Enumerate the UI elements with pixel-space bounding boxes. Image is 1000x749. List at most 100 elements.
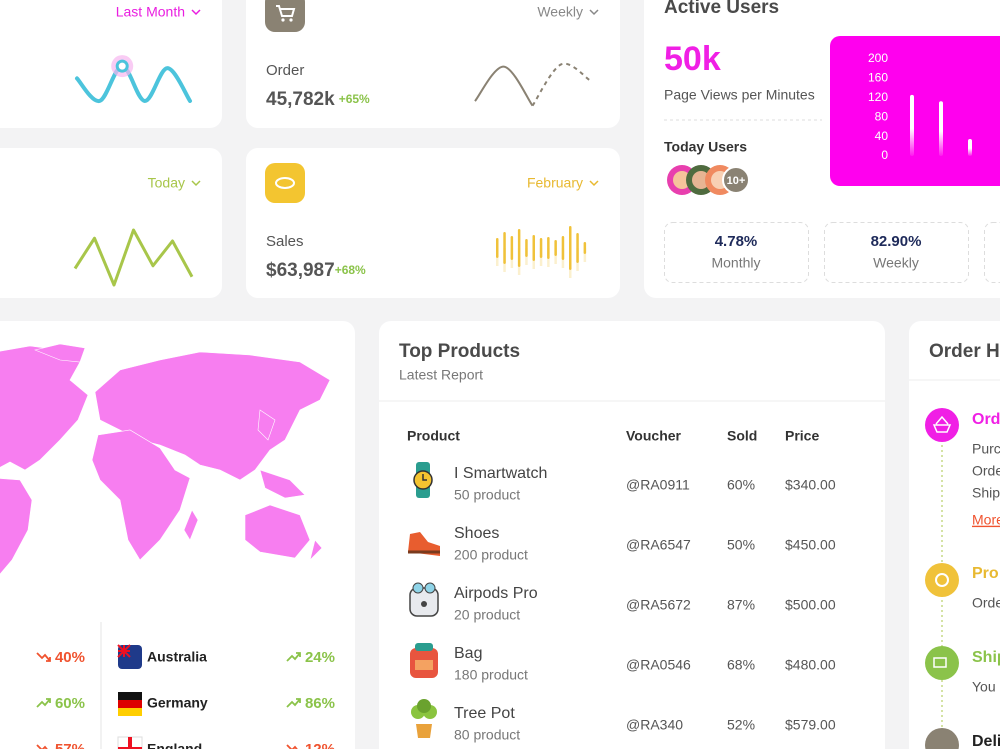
today-label: Today Users <box>664 139 747 155</box>
bar <box>910 94 914 156</box>
card <box>0 148 222 298</box>
avatar-face <box>673 171 691 189</box>
sold: 52% <box>727 717 755 733</box>
country-change: 60% <box>55 695 85 712</box>
sparkline-forecast <box>531 62 591 107</box>
card <box>379 321 885 749</box>
price: $500.00 <box>785 597 836 613</box>
stat-box <box>984 222 1000 283</box>
voucher: @RA6547 <box>626 537 691 553</box>
voucher: @RA5672 <box>626 597 691 613</box>
card <box>246 148 620 298</box>
price: $480.00 <box>785 657 836 673</box>
stat-box <box>824 222 969 283</box>
timeline-title: Ord <box>972 411 1000 428</box>
bar <box>939 101 943 156</box>
price: $450.00 <box>785 537 836 553</box>
y-tick-label: 120 <box>868 90 888 104</box>
card <box>0 0 222 128</box>
card-subtitle: Latest Report <box>399 367 483 383</box>
timeline-text: Orde <box>972 463 1000 479</box>
truck-glyph <box>933 657 947 668</box>
coin-icon <box>265 163 305 203</box>
product-icon <box>411 699 437 738</box>
product-count: 80 product <box>454 727 520 743</box>
period-select[interactable]: Last Month <box>116 4 185 20</box>
timeline-text: Purc <box>972 441 1000 457</box>
country-name: England <box>147 741 202 749</box>
bar <box>503 232 506 264</box>
bar <box>525 239 528 257</box>
timeline-link[interactable]: More <box>972 512 1000 528</box>
trend-icon <box>36 652 51 662</box>
timeline-icon <box>925 563 959 597</box>
column-header: Voucher <box>626 428 682 444</box>
timeline-icon <box>925 728 959 749</box>
stat-value: 45,782k +65% <box>266 89 370 110</box>
y-tick-label: 160 <box>868 71 888 85</box>
timeline-icon <box>925 646 959 680</box>
trend-icon <box>36 698 51 708</box>
stat-label: Order <box>266 62 304 79</box>
column-header: Sold <box>727 428 757 444</box>
timeline-text: You <box>972 679 996 695</box>
stat-value: $63,987+68% <box>266 260 366 281</box>
bar <box>547 237 550 259</box>
bar <box>968 139 972 156</box>
product-count: 200 product <box>454 547 528 563</box>
cart-glyph <box>276 5 296 17</box>
avatar-more <box>722 166 750 194</box>
bar <box>576 233 579 263</box>
price: $579.00 <box>785 717 836 733</box>
product-count: 50 product <box>454 487 520 503</box>
product-name: Bag <box>454 645 482 662</box>
country-name: Germany <box>147 695 208 711</box>
bar <box>539 238 543 258</box>
voucher: @RA0546 <box>626 657 691 673</box>
basket-glyph <box>932 415 952 433</box>
chevron <box>589 9 599 16</box>
cart-wheel <box>281 18 285 22</box>
product-count: 180 product <box>454 667 528 683</box>
trend-icon <box>286 698 301 708</box>
country-change: 86% <box>305 695 335 712</box>
sold: 60% <box>727 477 755 493</box>
bar <box>569 226 572 270</box>
avatar-face <box>692 171 710 189</box>
product-icon <box>409 582 439 617</box>
flag-cross <box>118 737 142 749</box>
price: $340.00 <box>785 477 836 493</box>
stat-value: 82.90% <box>871 233 922 250</box>
gear-glyph <box>935 573 949 587</box>
y-tick-label: 40 <box>875 129 889 143</box>
country-name: Australia <box>147 649 207 665</box>
sparkline <box>474 65 534 107</box>
flag-jack <box>117 644 131 658</box>
product-name: Shoes <box>454 525 499 542</box>
timeline-title: Deli <box>972 733 1000 749</box>
timeline-text: Orde <box>972 595 1000 611</box>
timeline-title: Ship <box>972 649 1000 666</box>
voucher: @RA340 <box>626 717 683 733</box>
country-change: 40% <box>55 649 85 666</box>
period-select[interactable]: Today <box>148 175 185 191</box>
y-tick-label: 80 <box>875 109 889 123</box>
sold: 87% <box>727 597 755 613</box>
card-title: Top Products <box>399 341 520 362</box>
product-name: Tree Pot <box>454 705 515 722</box>
highlight-dot <box>115 59 129 73</box>
bar <box>532 235 535 261</box>
world-map <box>0 343 331 575</box>
period-select[interactable]: February <box>527 175 583 191</box>
country-change: 12% <box>305 741 335 749</box>
timeline-title: Pro <box>972 565 999 582</box>
chart-panel <box>830 36 1000 186</box>
period-select[interactable]: Weekly <box>537 4 583 20</box>
card-title: Active Users <box>664 0 779 18</box>
product-name: I Smartwatch <box>454 465 547 482</box>
voucher: @RA0911 <box>626 477 690 493</box>
product-name: Airpods Pro <box>454 585 538 602</box>
sparkline <box>73 228 194 287</box>
flag <box>118 700 142 708</box>
timeline-text: Ship <box>972 485 1000 501</box>
